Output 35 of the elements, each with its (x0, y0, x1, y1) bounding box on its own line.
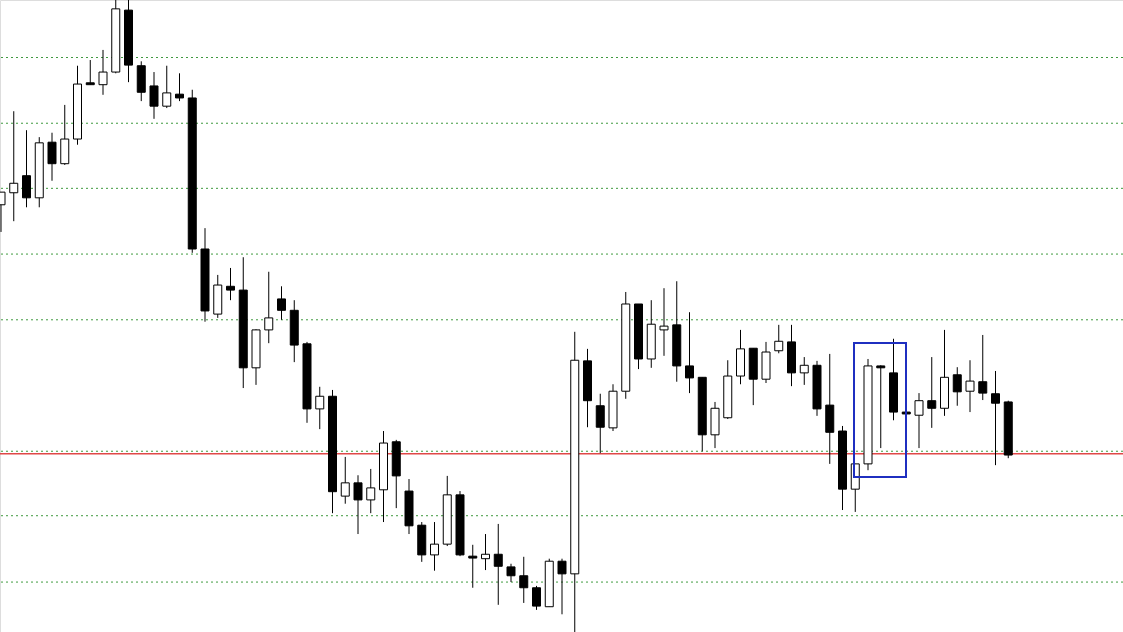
candlestick (340, 456, 350, 505)
candlestick (927, 356, 937, 429)
candlestick (175, 72, 184, 102)
candlestick (991, 370, 1000, 466)
candlestick (47, 132, 57, 182)
candlestick (876, 364, 886, 449)
candlestick (519, 556, 529, 604)
candlestick (978, 334, 988, 401)
candlestick (532, 585, 541, 611)
candlestick (659, 287, 669, 357)
candlestick (98, 49, 108, 96)
candlestick (149, 71, 159, 120)
candlestick (952, 366, 962, 407)
candlestick (22, 129, 31, 208)
candlestick (264, 271, 274, 344)
candlestick (353, 474, 363, 535)
candlestick (468, 544, 478, 589)
candlestick (430, 521, 439, 572)
candlestick (685, 311, 694, 394)
candlestick (493, 523, 503, 606)
candlestick (557, 558, 567, 615)
candlestick (965, 359, 975, 413)
candlestick (481, 533, 490, 571)
candlestick (366, 468, 376, 514)
candlestick (277, 285, 286, 321)
candlestick (774, 324, 784, 354)
candlestick (506, 563, 516, 583)
candlestick (799, 356, 809, 386)
candlestick (9, 110, 19, 222)
candlestick (595, 393, 605, 454)
candlestick (162, 65, 172, 109)
candlestick (226, 267, 235, 301)
candlestick (315, 386, 325, 430)
candlestick (85, 59, 95, 86)
candlestick (914, 392, 924, 449)
